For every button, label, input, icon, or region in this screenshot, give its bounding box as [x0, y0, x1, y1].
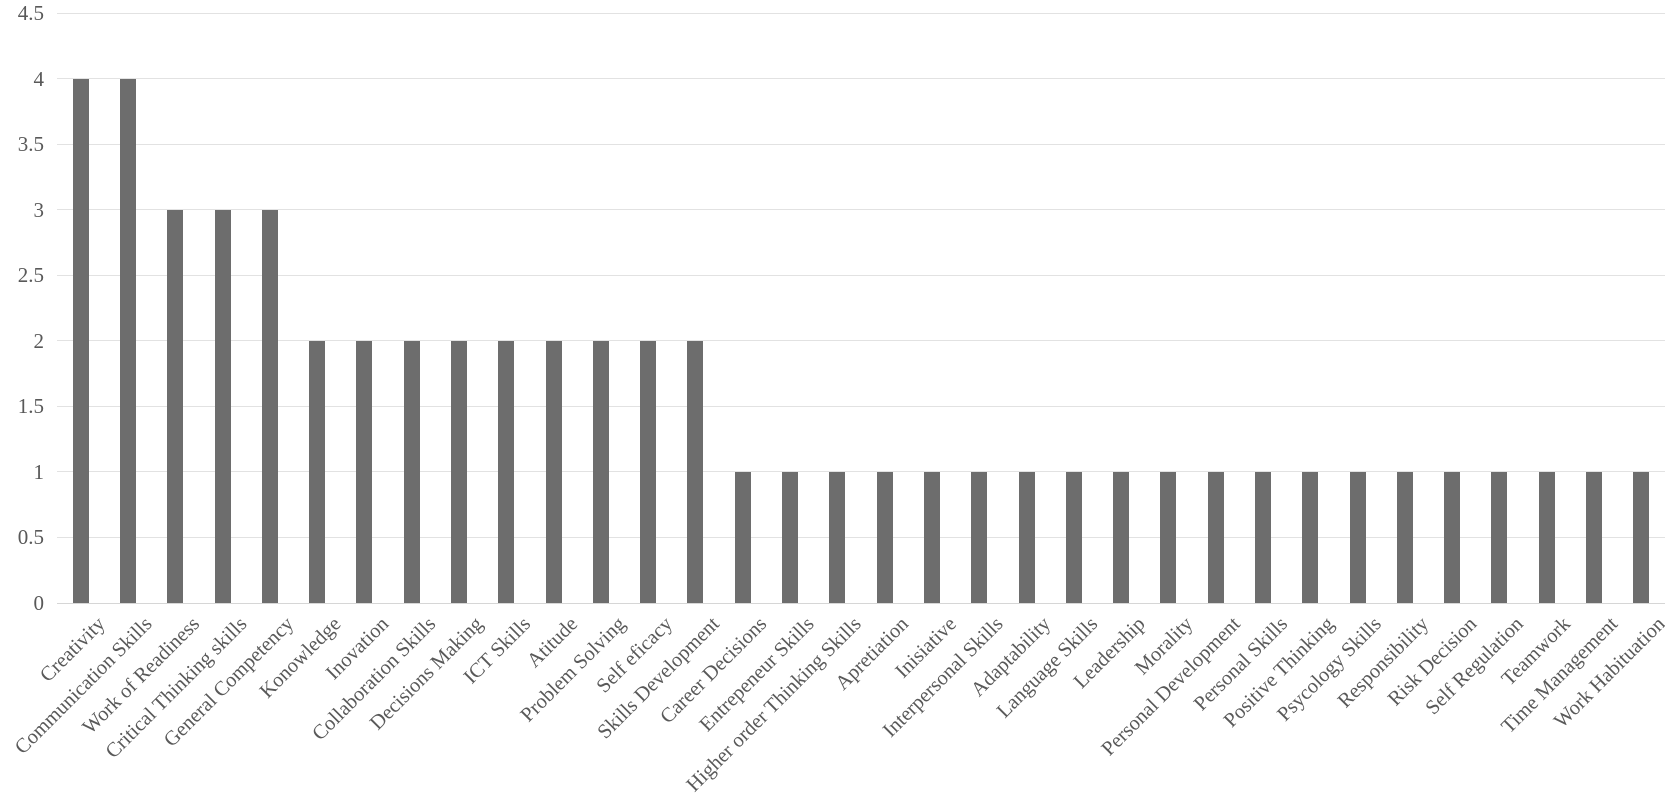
- y-tick-label: 4.5: [17, 1, 44, 25]
- bar: [1586, 471, 1603, 603]
- bar: [640, 340, 657, 603]
- y-tick-label: 0: [33, 591, 45, 615]
- gridline: [57, 143, 1665, 145]
- bar: [498, 340, 515, 603]
- bar: [1018, 471, 1035, 603]
- bar: [1160, 471, 1177, 603]
- bar: [734, 471, 751, 603]
- bar: [167, 209, 184, 603]
- bar: [261, 209, 278, 603]
- bar: [1633, 471, 1650, 603]
- bar: [592, 340, 609, 603]
- y-tick-label: 2: [33, 328, 45, 353]
- bar: [971, 471, 988, 603]
- y-tick-label: 1.5: [17, 394, 44, 419]
- bar: [1302, 471, 1319, 603]
- y-tick-label: 2.5: [17, 263, 44, 288]
- bar: [356, 340, 373, 603]
- gridline: [57, 274, 1665, 276]
- gridline: [57, 471, 1665, 473]
- bar: [1349, 471, 1366, 603]
- bar: [1113, 471, 1130, 603]
- bar: [782, 471, 799, 603]
- bar: [309, 340, 326, 603]
- bar: [1207, 471, 1224, 603]
- x-axis-line: [57, 602, 1665, 604]
- bar: [72, 78, 89, 603]
- bar: [1538, 471, 1555, 603]
- gridline: [57, 536, 1665, 538]
- bar: [451, 340, 467, 603]
- bar: [923, 471, 940, 603]
- bar: [1491, 471, 1508, 603]
- bar: [1255, 471, 1271, 603]
- y-tick-label: 3: [33, 197, 45, 222]
- bar: [1444, 471, 1461, 603]
- y-tick-label: 3.5: [17, 132, 44, 157]
- bar: [829, 471, 846, 603]
- bar: [1065, 471, 1082, 603]
- bar: [545, 340, 562, 603]
- bar: [1396, 471, 1413, 603]
- gridline: [57, 209, 1665, 211]
- y-tick-label: 0.5: [17, 525, 44, 550]
- gridline: [57, 12, 1665, 14]
- gridline: [57, 78, 1665, 80]
- gridline: [57, 405, 1665, 407]
- y-tick-label: 4: [33, 66, 45, 91]
- y-tick-label: 1: [33, 459, 45, 484]
- bar: [687, 340, 704, 603]
- bar: [119, 78, 136, 603]
- bar: [876, 471, 893, 603]
- gridline: [57, 340, 1665, 342]
- bar: [214, 209, 231, 603]
- bar: [403, 340, 420, 603]
